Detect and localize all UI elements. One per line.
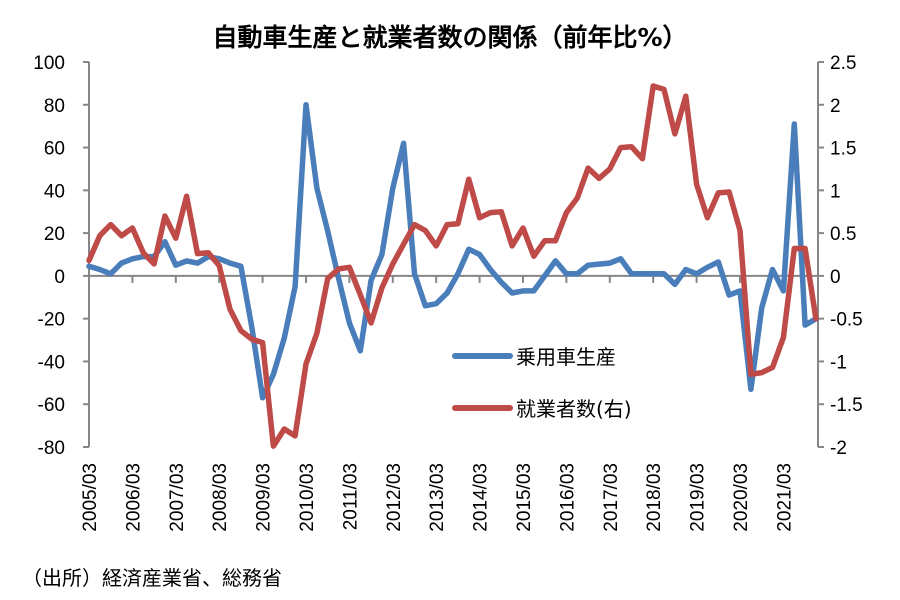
axes: 100 80 60 40 20 0 -20 -40 -60 -80 2.5 2 1.5 1 0.5 0 -0.5… — [33, 53, 862, 532]
right-axis-tick-label: 1.5 — [830, 139, 856, 160]
x-axis-tick-label: 2013/03 — [427, 463, 448, 532]
series-line-employment — [86, 83, 819, 449]
left-axis-tick-label: -20 — [38, 310, 65, 331]
x-axis-tick-label: 2009/03 — [254, 463, 275, 532]
x-axis-tick-label: 2019/03 — [688, 463, 709, 532]
legend-label-car-production: 乗用車生産 — [516, 345, 616, 369]
left-axis-tick-label: 80 — [44, 96, 65, 117]
x-axis-tick-label: 2008/03 — [210, 463, 231, 532]
right-axis-tick-label: -1 — [830, 352, 847, 373]
source-note: （出所）経済産業省、総務省 — [22, 566, 282, 590]
x-axis-tick-label: 2012/03 — [384, 463, 405, 532]
left-axis-tick-label: 20 — [44, 224, 65, 245]
x-axis-tick-label: 2005/03 — [80, 463, 101, 532]
right-axis-tick-label: 2 — [830, 96, 841, 117]
right-axis-tick-label: -1.5 — [830, 395, 863, 416]
left-axis-tick-label: -60 — [38, 395, 65, 416]
right-axis-tick-label: 1 — [830, 181, 841, 202]
x-axis-tick-label: 2010/03 — [297, 463, 318, 532]
left-axis-tick-label: 60 — [44, 139, 65, 160]
left-axis-tick-label: -80 — [38, 438, 65, 459]
x-axis-tick-label: 2014/03 — [471, 463, 492, 532]
x-axis-tick-label: 2020/03 — [731, 463, 752, 532]
x-axis-tick-label: 2017/03 — [601, 463, 622, 532]
series-lines — [86, 83, 819, 449]
left-axis-tick-label: 100 — [33, 53, 65, 74]
right-axis-tick-label: 2.5 — [830, 53, 856, 74]
x-axis-tick-label: 2016/03 — [557, 463, 578, 532]
left-axis-tick-label: 40 — [44, 181, 65, 202]
legend: 乗用車生産 就業者数(右) — [452, 345, 632, 421]
x-axis-tick-label: 2021/03 — [774, 463, 795, 532]
x-axis-tick-label: 2018/03 — [644, 463, 665, 532]
x-axis-tick-label: 2007/03 — [167, 463, 188, 532]
right-axis-tick-label: -0.5 — [830, 310, 863, 331]
right-axis-tick-label: 0.5 — [830, 224, 856, 245]
x-axis-tick-label: 2015/03 — [514, 463, 535, 532]
x-axis-tick-label: 2006/03 — [123, 463, 144, 532]
chart-title: 自動車生産と就業者数の関係（前年比%） — [212, 23, 687, 52]
left-axis-tick-label: -40 — [38, 352, 65, 373]
right-axis-tick-label: -2 — [830, 438, 847, 459]
right-axis-tick-label: 0 — [830, 267, 841, 288]
left-axis-tick-label: 0 — [54, 267, 65, 288]
legend-label-employment: 就業者数(右) — [516, 397, 632, 421]
x-axis-tick-label: 2011/03 — [340, 463, 361, 530]
